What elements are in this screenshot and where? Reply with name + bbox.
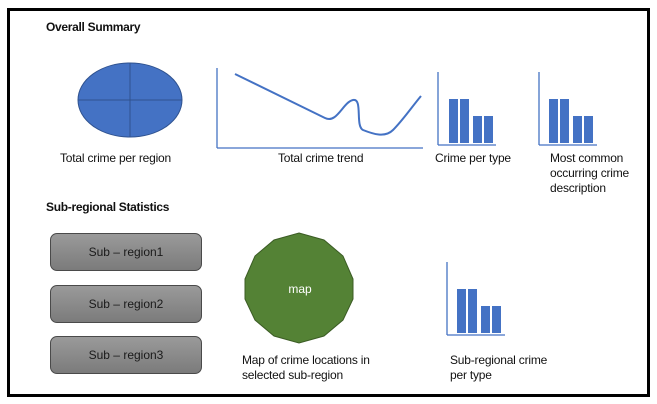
subregion3-button[interactable]: Sub – region3 xyxy=(50,336,202,374)
most-common-bar-placeholder xyxy=(538,72,597,146)
sub-type-bar-4 xyxy=(492,306,501,333)
crime-per-region-pie-placeholder xyxy=(77,62,183,138)
common-bar-3 xyxy=(573,116,582,143)
subregional-heading: Sub-regional Statistics xyxy=(46,200,170,214)
map-caption: Map of crime locations in selected sub-r… xyxy=(242,353,370,382)
sub-type-bar-3 xyxy=(481,306,490,333)
sub-type-bar-2 xyxy=(468,289,477,333)
common-bar-1 xyxy=(549,99,558,143)
map-shape xyxy=(244,232,354,344)
subregional-type-caption: Sub-regional crime per type xyxy=(450,353,548,382)
common-bar-2 xyxy=(560,99,569,143)
type-bar-2 xyxy=(460,99,469,143)
trend-caption: Total crime trend xyxy=(278,151,364,165)
common-bar-4 xyxy=(584,116,593,143)
crime-trend-line-placeholder xyxy=(216,68,423,149)
overall-summary-heading: Overall Summary xyxy=(46,20,141,34)
map-label: map xyxy=(288,282,312,296)
common-caption: Most common occurring crime description xyxy=(550,151,630,195)
sub-type-bar-1 xyxy=(457,289,466,333)
type-caption: Crime per type xyxy=(435,151,511,165)
trend-line xyxy=(234,73,422,136)
subregional-type-bar-placeholder xyxy=(446,262,505,336)
crime-per-type-bar-placeholder xyxy=(437,72,496,146)
subregion2-button[interactable]: Sub – region2 xyxy=(50,285,202,323)
pie-caption: Total crime per region xyxy=(60,151,171,165)
type-bar-4 xyxy=(484,116,493,143)
type-bar-3 xyxy=(473,116,482,143)
subregion1-button[interactable]: Sub – region1 xyxy=(50,233,202,271)
type-bar-1 xyxy=(449,99,458,143)
crime-location-map-placeholder[interactable] xyxy=(243,232,355,344)
